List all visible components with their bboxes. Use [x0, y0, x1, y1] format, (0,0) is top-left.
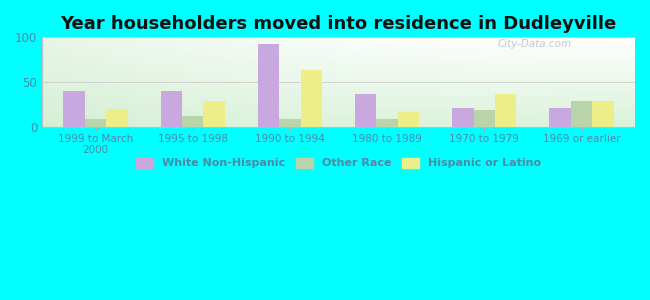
Bar [203, 101, 225, 127]
Bar [495, 94, 516, 127]
Title: Year householders moved into residence in Dudleyville: Year householders moved into residence i… [60, 15, 617, 33]
Bar [258, 44, 280, 127]
Bar [64, 91, 85, 127]
Bar [182, 116, 203, 127]
Bar [161, 91, 182, 127]
Bar [301, 70, 322, 127]
Bar [571, 101, 592, 127]
Bar [398, 112, 419, 127]
Legend: White Non-Hispanic, Other Race, Hispanic or Latino: White Non-Hispanic, Other Race, Hispanic… [132, 153, 545, 173]
Bar [592, 101, 614, 127]
Bar [106, 109, 127, 127]
Text: City-Data.com: City-Data.com [497, 39, 571, 49]
Bar [376, 119, 398, 127]
Bar [355, 94, 376, 127]
Bar [549, 108, 571, 127]
Bar [280, 118, 301, 127]
Bar [85, 118, 106, 127]
Bar [474, 110, 495, 127]
Bar [452, 108, 474, 127]
